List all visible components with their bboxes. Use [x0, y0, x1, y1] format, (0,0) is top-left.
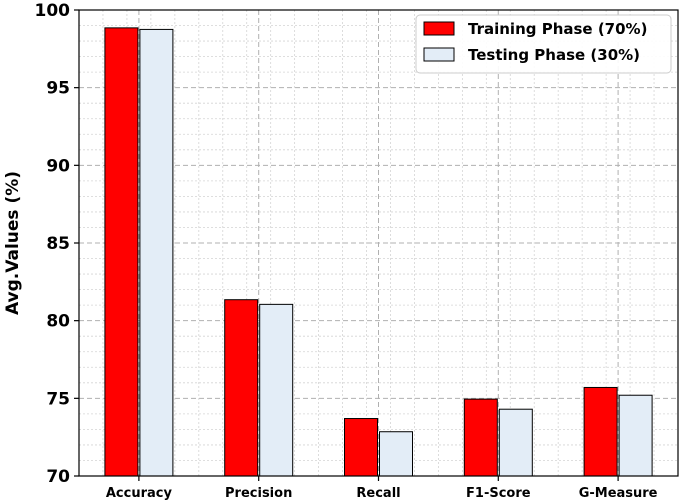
bar-f1-score-testing — [498, 408, 533, 477]
bar-g-measure-testing — [618, 394, 653, 477]
bar-f1-score-training — [463, 398, 498, 477]
legend-label: Testing Phase (30%) — [468, 46, 640, 64]
y-axis: 70 75 80 85 90 95 100 — [35, 1, 79, 487]
y-tick-label: 75 — [46, 389, 70, 409]
bar-recall-testing — [379, 431, 413, 477]
x-axis: Accuracy Precision Recall F1-Score G-Measure — [106, 476, 658, 501]
bar-accuracy-testing — [139, 28, 174, 477]
legend-swatch — [423, 21, 455, 36]
bar-precision-training — [224, 299, 259, 477]
x-tick-label: Recall — [356, 486, 400, 501]
y-tick-label: 70 — [46, 467, 70, 487]
bar-recall-training — [344, 418, 378, 477]
y-axis-title: Avg.Values (%) — [3, 171, 23, 315]
legend-label: Training Phase (70%) — [468, 20, 647, 38]
y-tick-label: 85 — [46, 234, 70, 254]
y-tick-label: 100 — [35, 1, 71, 21]
x-tick-label: G-Measure — [579, 486, 658, 501]
legend-swatch — [423, 47, 455, 62]
x-tick-label: Accuracy — [106, 486, 173, 501]
x-tick-label: Precision — [225, 486, 292, 501]
x-tick-label: F1-Score — [466, 486, 531, 501]
y-tick-label: 90 — [46, 156, 70, 176]
y-tick-label: 80 — [46, 312, 70, 332]
bar-accuracy-training — [104, 27, 139, 477]
y-tick-label: 95 — [46, 79, 70, 99]
bar-g-measure-training — [583, 386, 618, 477]
legend: Training Phase (70%) Testing Phase (30%) — [415, 14, 672, 74]
legend-box — [415, 14, 672, 74]
bar-precision-testing — [259, 303, 294, 477]
